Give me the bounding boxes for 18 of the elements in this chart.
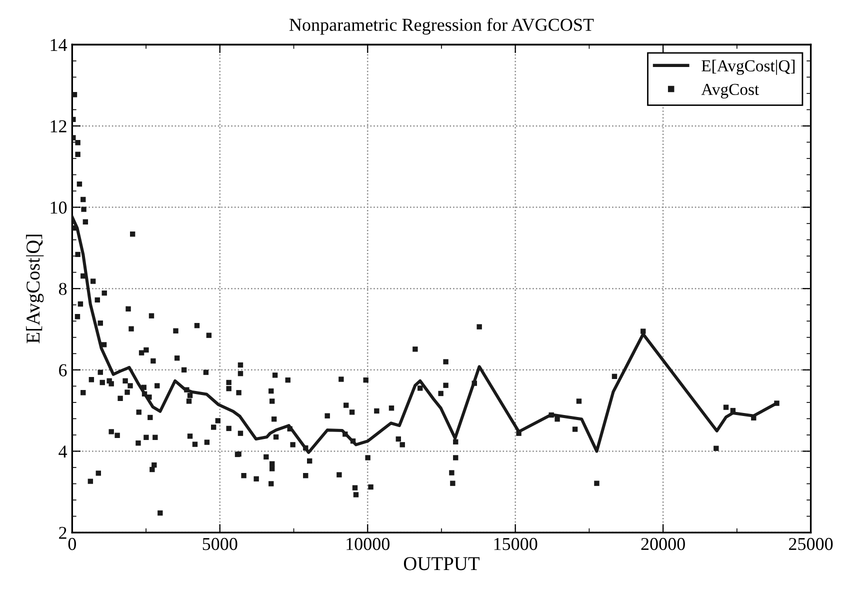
y-tick-label: 10 [50,202,67,214]
legend-label: E[AvgCost|Q] [702,60,795,75]
x-tick-label: 0 [68,538,76,550]
y-tick-label: 12 [50,120,66,132]
y-tick-label: 2 [59,526,66,539]
y-tick-label: 4 [58,446,68,458]
chart-title: Nonparametric Regression for AVGCOST [289,18,594,35]
x-tick-label: 15000 [494,538,538,550]
x-tick-label: 5000 [202,538,238,550]
x-tick-label: 20000 [641,538,685,550]
y-tick-label: 6 [59,364,67,376]
x-tick-label: 25000 [789,538,833,550]
x-axis-title: OUTPUT [404,557,480,570]
y-tick-label: 8 [58,282,67,296]
y-axis-title: E[AvgCost|Q] [26,234,44,344]
x-tick-label: 10000 [346,538,390,550]
y-tick-label: 14 [50,38,68,51]
legend-label: AvgCost [701,84,760,98]
